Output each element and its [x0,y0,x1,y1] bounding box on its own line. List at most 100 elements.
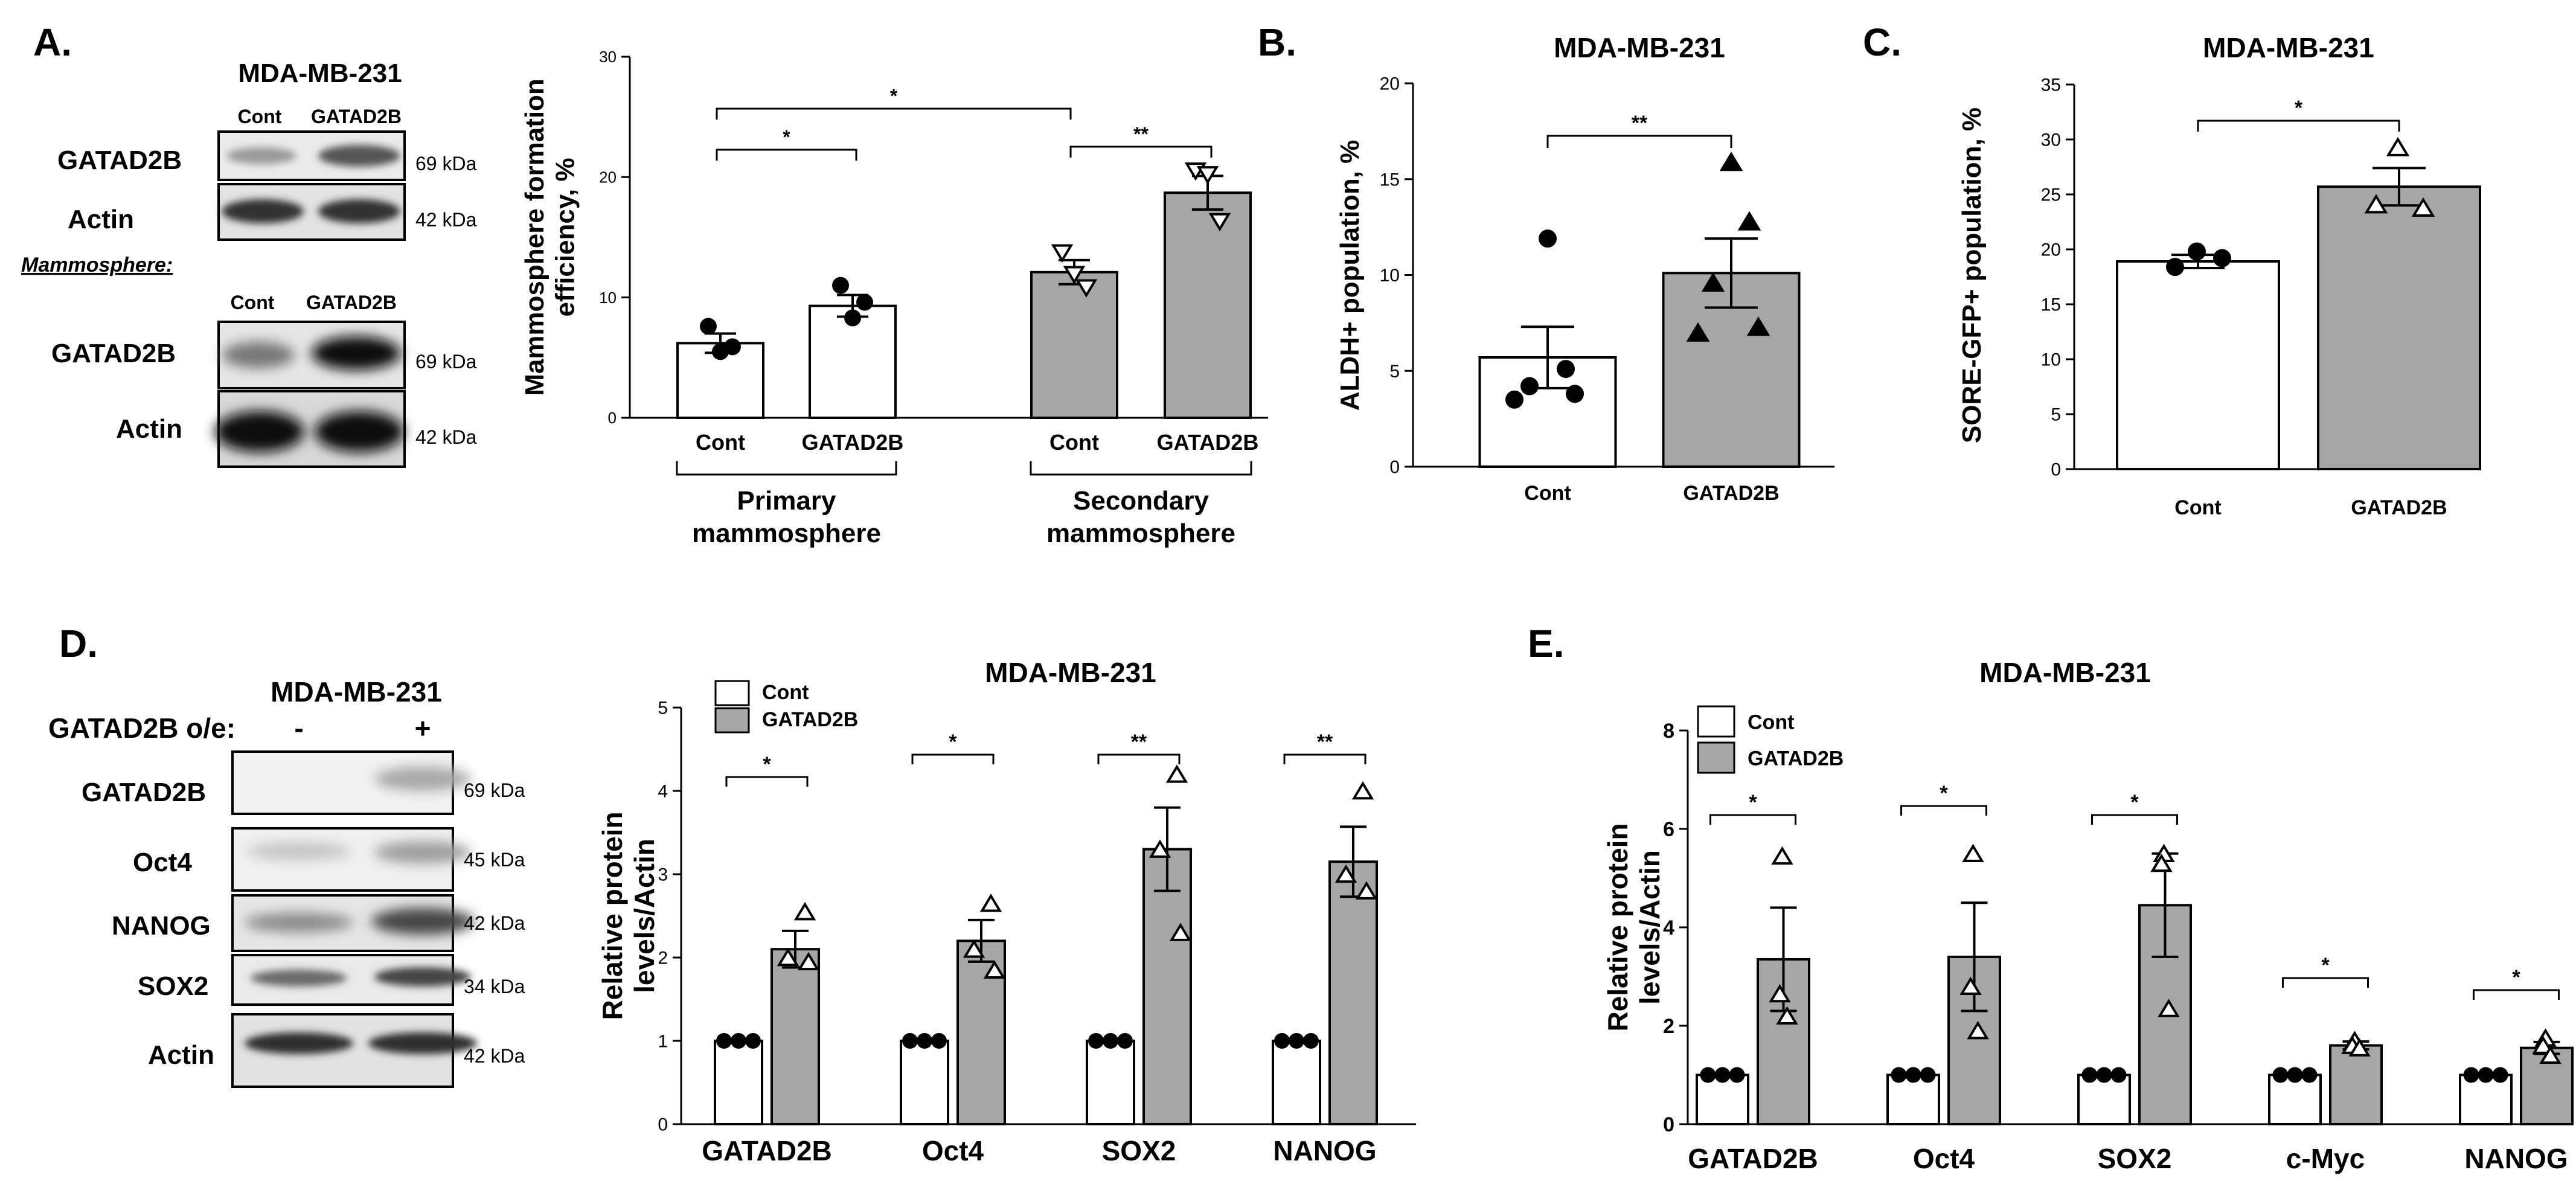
significance-label: * [2321,954,2330,977]
data-point [1334,864,1357,883]
data-point [2301,1067,2318,1083]
blot2-actin [215,390,406,468]
chart-title: MDA-MB-231 [1554,32,1725,63]
x-tick-label: NANOG [1273,1135,1376,1166]
chart-e-protein-levels: MDA-MB-231 0 2 4 6 8 Relative proteinlevels/Ac… [1602,657,2574,1174]
blot2-lane-gatad2b: GATAD2B [306,292,397,313]
bar [2329,1044,2383,1125]
chart-title: MDA-MB-231 [2203,32,2374,63]
y-tick-label: 10 [1380,266,1400,286]
chart-c-sore-gfp: MDA-MB-231 0 5 10 15 20 25 30 35 SORE-GFP+ popula… [1957,32,2481,519]
significance-label: * [783,126,790,148]
blot-d-kda-sox2: 34 kDa [464,976,525,997]
y-axis-label-line: Mammosphere formation [520,78,549,396]
significance-bracket [1283,753,1366,764]
data-point [1505,390,1523,409]
group-label-line: mammosphere [1046,519,1235,548]
y-tick-label: 5 [2051,405,2061,425]
y-tick-label: 4 [658,782,668,802]
data-point [2188,242,2206,261]
blot-d-actin [231,1013,477,1088]
data-point [1920,1067,1936,1083]
data-point [1776,1006,1798,1025]
group-label-line: mammosphere [692,519,881,548]
blot1-label-actin: Actin [68,205,134,234]
panel-letter-d: D. [59,622,98,665]
blot-d-gatad2b [231,750,471,815]
data-point [1719,152,1743,171]
significance-bracket [1709,814,1796,825]
legend: Cont GATAD2B [714,680,858,734]
panel-c: C. [1863,21,1902,64]
blot-d-label-oct4: Oct4 [133,848,192,877]
y-tick-label: 0 [2051,460,2061,480]
bar [2268,1073,2322,1125]
y-tick-label: 8 [1663,720,1674,743]
bar [1272,1040,1321,1125]
data-point [917,1033,932,1049]
significance-bracket [911,753,995,764]
significance-label: * [949,731,957,753]
y-tick-label: 1 [658,1032,668,1052]
data-point [2213,249,2231,267]
data-point [856,293,873,311]
chart-a-mammosphere: 0 10 20 30 Mammosphere formationefficiency, … [520,48,1268,548]
x-tick-label: GATAD2B [2351,496,2447,519]
x-tick-label: Cont [1049,430,1099,455]
data-point [1355,881,1378,900]
group-label: Primary mammosphere [692,486,881,548]
y-tick-label: 25 [2041,185,2061,205]
panel-d: D. MDA-MB-231 GATAD2B o/e: - + GATAD2B 6… [48,622,525,1088]
y-tick-label: 0 [658,1115,668,1135]
data-point [700,318,717,335]
blot2-kda-actin: 42 kDa [415,426,477,448]
blot2-label-gatad2b: GATAD2B [51,339,176,368]
y-tick-label: 2 [1663,1015,1674,1038]
y-tick-label: 10 [599,289,617,307]
y-axis-label-line: levels/Actin [1634,850,1665,1005]
blot1-cell-line: MDA-MB-231 [238,59,402,88]
y-tick-label: 4 [1663,916,1674,939]
significance-label: ** [1131,731,1147,753]
data-point [2287,1067,2303,1083]
blot2-lane-cont: Cont [231,292,275,313]
panel-letter-c: C. [1863,21,1902,64]
data-point [1701,272,1725,292]
blot2-kda-gatad2b: 69 kDa [415,351,477,373]
data-point [2166,258,2184,277]
blot1-lane-cont: Cont [238,106,282,127]
y-tick-label: 20 [1380,74,1400,94]
chart-title: MDA-MB-231 [985,657,1156,688]
blot1-label-gatad2b: GATAD2B [57,146,182,175]
y-axis-label: Relative proteinlevels/Actin [597,811,660,1020]
legend-swatch [1697,705,1735,738]
panel-b: B. [1258,21,1296,64]
significance-label: * [2295,97,2303,120]
data-point [2478,1067,2494,1083]
significance-label: ** [1632,112,1648,135]
data-point [1700,1067,1716,1083]
y-tick-label: 30 [599,48,617,66]
data-point [1289,1033,1304,1049]
blot1-lane-gatad2b: GATAD2B [311,106,402,127]
data-point [1051,244,1074,263]
data-point [716,1033,732,1049]
x-tick-label: Cont [1524,482,1571,505]
data-point [1169,923,1192,941]
data-point [1103,1033,1118,1049]
data-point [1771,846,1793,865]
data-point [1746,316,1770,336]
data-point [1737,211,1761,231]
significance-bracket [2091,814,2178,825]
y-axis-label-line: Relative protein [1602,823,1633,1031]
significance-label: * [1940,782,1948,805]
data-point [963,939,985,958]
y-tick-label: 2 [658,948,668,968]
legend-swatch [1697,741,1735,774]
data-point [1566,385,1584,403]
data-point [902,1033,918,1049]
blot-d-lane-minus: - [294,712,303,744]
significance-bracket [1097,753,1181,764]
y-tick-label: 0 [1663,1113,1674,1136]
